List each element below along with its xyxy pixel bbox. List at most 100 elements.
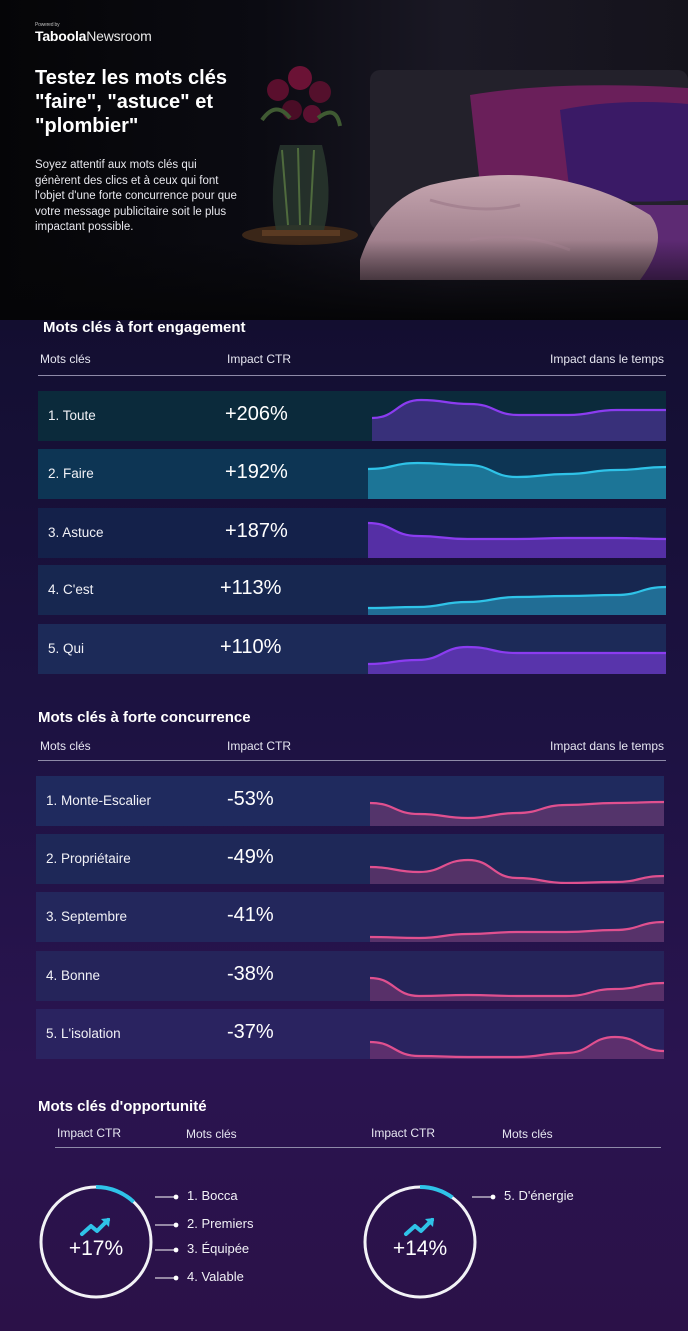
opportunity-keyword: 5. D'énergie [472, 1188, 574, 1203]
engagement-sparkline-area [372, 400, 666, 441]
competition-row: 4. Bonne -38% [36, 951, 664, 1001]
gauge-progress-arc [363, 1185, 477, 1299]
trending-up-icon [80, 1218, 110, 1236]
bullet-connector-icon [155, 1194, 179, 1199]
competition-ctr-value: -41% [227, 904, 274, 926]
engagement-ctr-value: +113% [220, 577, 282, 599]
gauge-progress-arc [39, 1185, 153, 1299]
competition-title: Mots clés à forte concurrence [38, 709, 251, 726]
engagement-col-ctr: Impact CTR [227, 352, 292, 366]
engagement-col-time: Impact dans le temps [550, 352, 665, 366]
engagement-divider [38, 375, 666, 376]
engagement-ctr-value: +187% [225, 520, 288, 542]
opportunity-title: Mots clés d'opportunité [38, 1098, 207, 1115]
bullet-connector-icon [155, 1222, 179, 1227]
opportunity-keyword-label: 1. Bocca [187, 1188, 238, 1203]
opportunity-ctr-value: +14% [392, 1237, 448, 1260]
competition-ctr-value: -38% [227, 963, 274, 985]
engagement-keyword: 5. Qui [48, 641, 85, 656]
engagement-row: 4. C'est +113% [38, 565, 666, 615]
competition-ctr-value: -53% [227, 788, 274, 810]
engagement-ctr-value: +192% [225, 461, 288, 483]
bullet-connector-icon [155, 1275, 179, 1280]
engagement-keyword: 2. Faire [48, 466, 94, 481]
engagement-sparkline-line [372, 398, 666, 420]
opportunity-divider [55, 1147, 661, 1148]
competition-sparkline [370, 800, 664, 826]
engagement-sparkline [368, 461, 666, 499]
engagement-sparkline-area [368, 463, 666, 499]
competition-keyword: 3. Septembre [46, 909, 128, 924]
competition-row: 2. Propriétaire -49% [36, 834, 664, 884]
engagement-row: 3. Astuce +187% [38, 508, 666, 558]
competition-row: 3. Septembre -41% [36, 892, 664, 942]
engagement-sparkline-area [368, 523, 666, 558]
brand-logo: Powered by TaboolaNewsroom [35, 22, 152, 44]
competition-col-keywords: Mots clés [40, 739, 91, 753]
brand-tagline: Powered by [35, 22, 60, 28]
engagement-sparkline-area [368, 587, 666, 615]
competition-sparkline-line [370, 920, 664, 940]
bullet-connector-icon [155, 1247, 179, 1252]
engagement-sparkline-line [368, 645, 666, 666]
trending-up-icon [404, 1218, 434, 1236]
opportunity-keyword-label: 3. Équipée [187, 1241, 250, 1256]
engagement-ctr-value: +110% [220, 636, 282, 658]
engagement-sparkline [372, 398, 666, 441]
engagement-sparkline-line [368, 585, 666, 610]
competition-keyword: 5. L'isolation [46, 1026, 121, 1041]
engagement-keyword: 4. C'est [48, 582, 94, 597]
opportunity-col-keywords-1: Mots clés [186, 1127, 237, 1141]
engagement-sparkline [368, 585, 666, 615]
competition-divider [38, 760, 666, 761]
brand-product: Newsroom [86, 28, 152, 44]
page-title: Testez les mots clés "faire", "astuce" e… [35, 67, 227, 137]
hero-banner: Powered by TaboolaNewsroom Testez les mo… [0, 0, 688, 320]
competition-keyword: 2. Propriétaire [46, 851, 131, 866]
engagement-keyword: 3. Astuce [48, 525, 104, 540]
competition-row: 1. Monte-Escalier -53% [36, 776, 664, 826]
competition-ctr-value: -37% [227, 1021, 274, 1043]
engagement-row: 2. Faire +192% [38, 449, 666, 499]
competition-sparkline-area [370, 978, 664, 1001]
competition-sparkline [370, 976, 664, 1001]
engagement-sparkline [368, 521, 666, 558]
opportunity-gauge: +17% [37, 1183, 155, 1301]
competition-ctr-value: -49% [227, 846, 274, 868]
opportunity-col-ctr-1: Impact CTR [57, 1126, 122, 1140]
opportunity-col-ctr-2: Impact CTR [371, 1126, 436, 1140]
trending-up-icon-head [425, 1218, 434, 1227]
engagement-row: 1. Toute +206% [38, 391, 666, 441]
opportunity-keyword: 3. Équipée [155, 1241, 249, 1256]
opportunity-keyword-label: 2. Premiers [187, 1216, 254, 1231]
competition-row: 5. L'isolation -37% [36, 1009, 664, 1059]
competition-sparkline-line [370, 976, 664, 998]
opportunity-ctr-value: +17% [68, 1237, 124, 1260]
engagement-sparkline-line [368, 461, 666, 479]
competition-col-time: Impact dans le temps [550, 739, 665, 753]
opportunity-col-keywords-2: Mots clés [502, 1127, 553, 1141]
engagement-keyword: 1. Toute [48, 408, 96, 423]
competition-sparkline-line [370, 1035, 664, 1059]
bullet-connector-icon [472, 1194, 496, 1199]
intro-text: Soyez attentif aux mots clés qui génèren… [35, 159, 237, 233]
competition-sparkline [370, 858, 664, 884]
engagement-row: 5. Qui +110% [38, 624, 666, 674]
opportunity-gauge: +14% [361, 1183, 479, 1301]
competition-sparkline [370, 1035, 664, 1059]
engagement-title: Mots clés à fort engagement [43, 319, 246, 336]
engagement-ctr-value: +206% [225, 403, 288, 425]
opportunity-keyword-label: 5. D'énergie [504, 1188, 574, 1203]
opportunity-keyword: 2. Premiers [155, 1216, 253, 1231]
opportunity-keyword: 4. Valable [155, 1269, 244, 1284]
trending-up-icon-head [101, 1218, 110, 1227]
competition-keyword: 4. Bonne [46, 968, 101, 983]
competition-sparkline-line [370, 800, 664, 820]
competition-col-ctr: Impact CTR [227, 739, 292, 753]
opportunity-keyword: 1. Bocca [155, 1188, 238, 1203]
engagement-sparkline [368, 645, 666, 674]
competition-sparkline [370, 920, 664, 942]
competition-sparkline-area [370, 1037, 664, 1059]
competition-keyword: 1. Monte-Escalier [46, 793, 152, 808]
opportunity-keyword-label: 4. Valable [187, 1269, 244, 1284]
